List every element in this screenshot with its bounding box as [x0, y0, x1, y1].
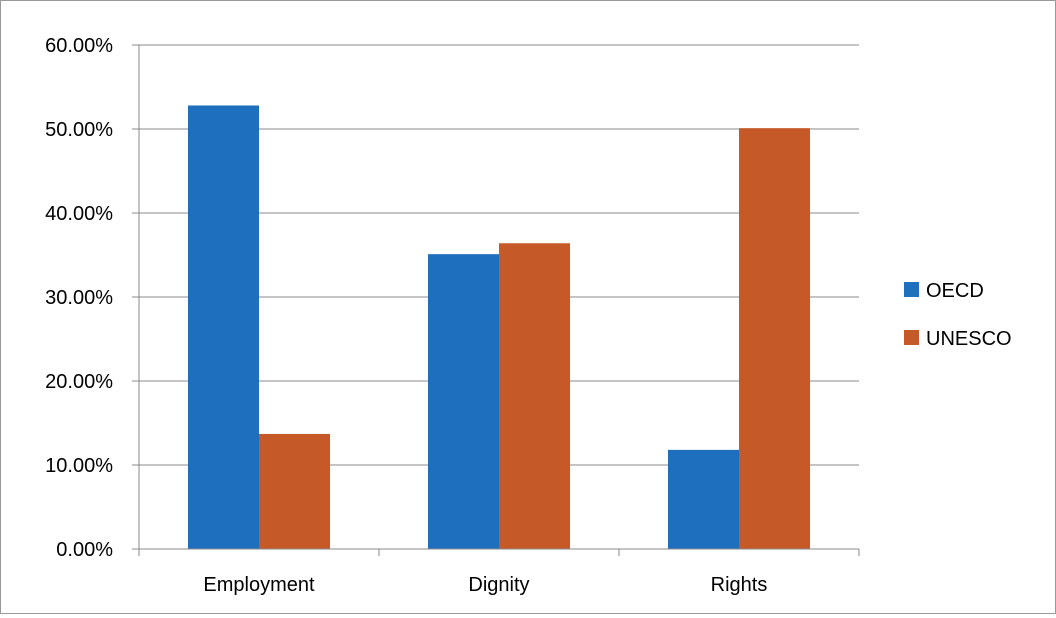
y-tick-label: 60.00% — [45, 35, 113, 57]
bars — [188, 105, 810, 550]
legend: OECD UNESCO — [904, 280, 1012, 350]
y-tick-label: 0.00% — [56, 539, 113, 561]
bar-oecd-employment — [188, 105, 259, 549]
y-tick-label: 50.00% — [45, 119, 113, 141]
y-tick-label: 40.00% — [45, 203, 113, 225]
y-tick-label: 30.00% — [45, 287, 113, 309]
legend-label-oecd: OECD — [926, 280, 984, 302]
legend-label-unesco: UNESCO — [926, 328, 1012, 350]
bar-oecd-rights — [668, 449, 739, 549]
y-tick-label: 20.00% — [45, 371, 113, 393]
axes — [132, 44, 860, 556]
bar-unesco-dignity — [499, 243, 570, 550]
y-tick-labels: 0.00% 10.00% 20.00% 30.00% 40.00% 50.00% 60.00… — [45, 35, 113, 561]
x-tick-labels: Employment Dignity Rights — [203, 574, 767, 596]
x-tick-label: Employment — [203, 574, 315, 596]
x-tick-label: Rights — [711, 574, 768, 596]
bar-unesco-employment — [259, 433, 330, 549]
x-tick-label: Dignity — [468, 574, 529, 596]
legend-swatch-oecd — [904, 282, 919, 297]
bar-oecd-dignity — [428, 254, 499, 549]
y-tick-label: 10.00% — [45, 455, 113, 477]
bar-unesco-rights — [739, 128, 810, 549]
legend-swatch-unesco — [904, 330, 919, 345]
